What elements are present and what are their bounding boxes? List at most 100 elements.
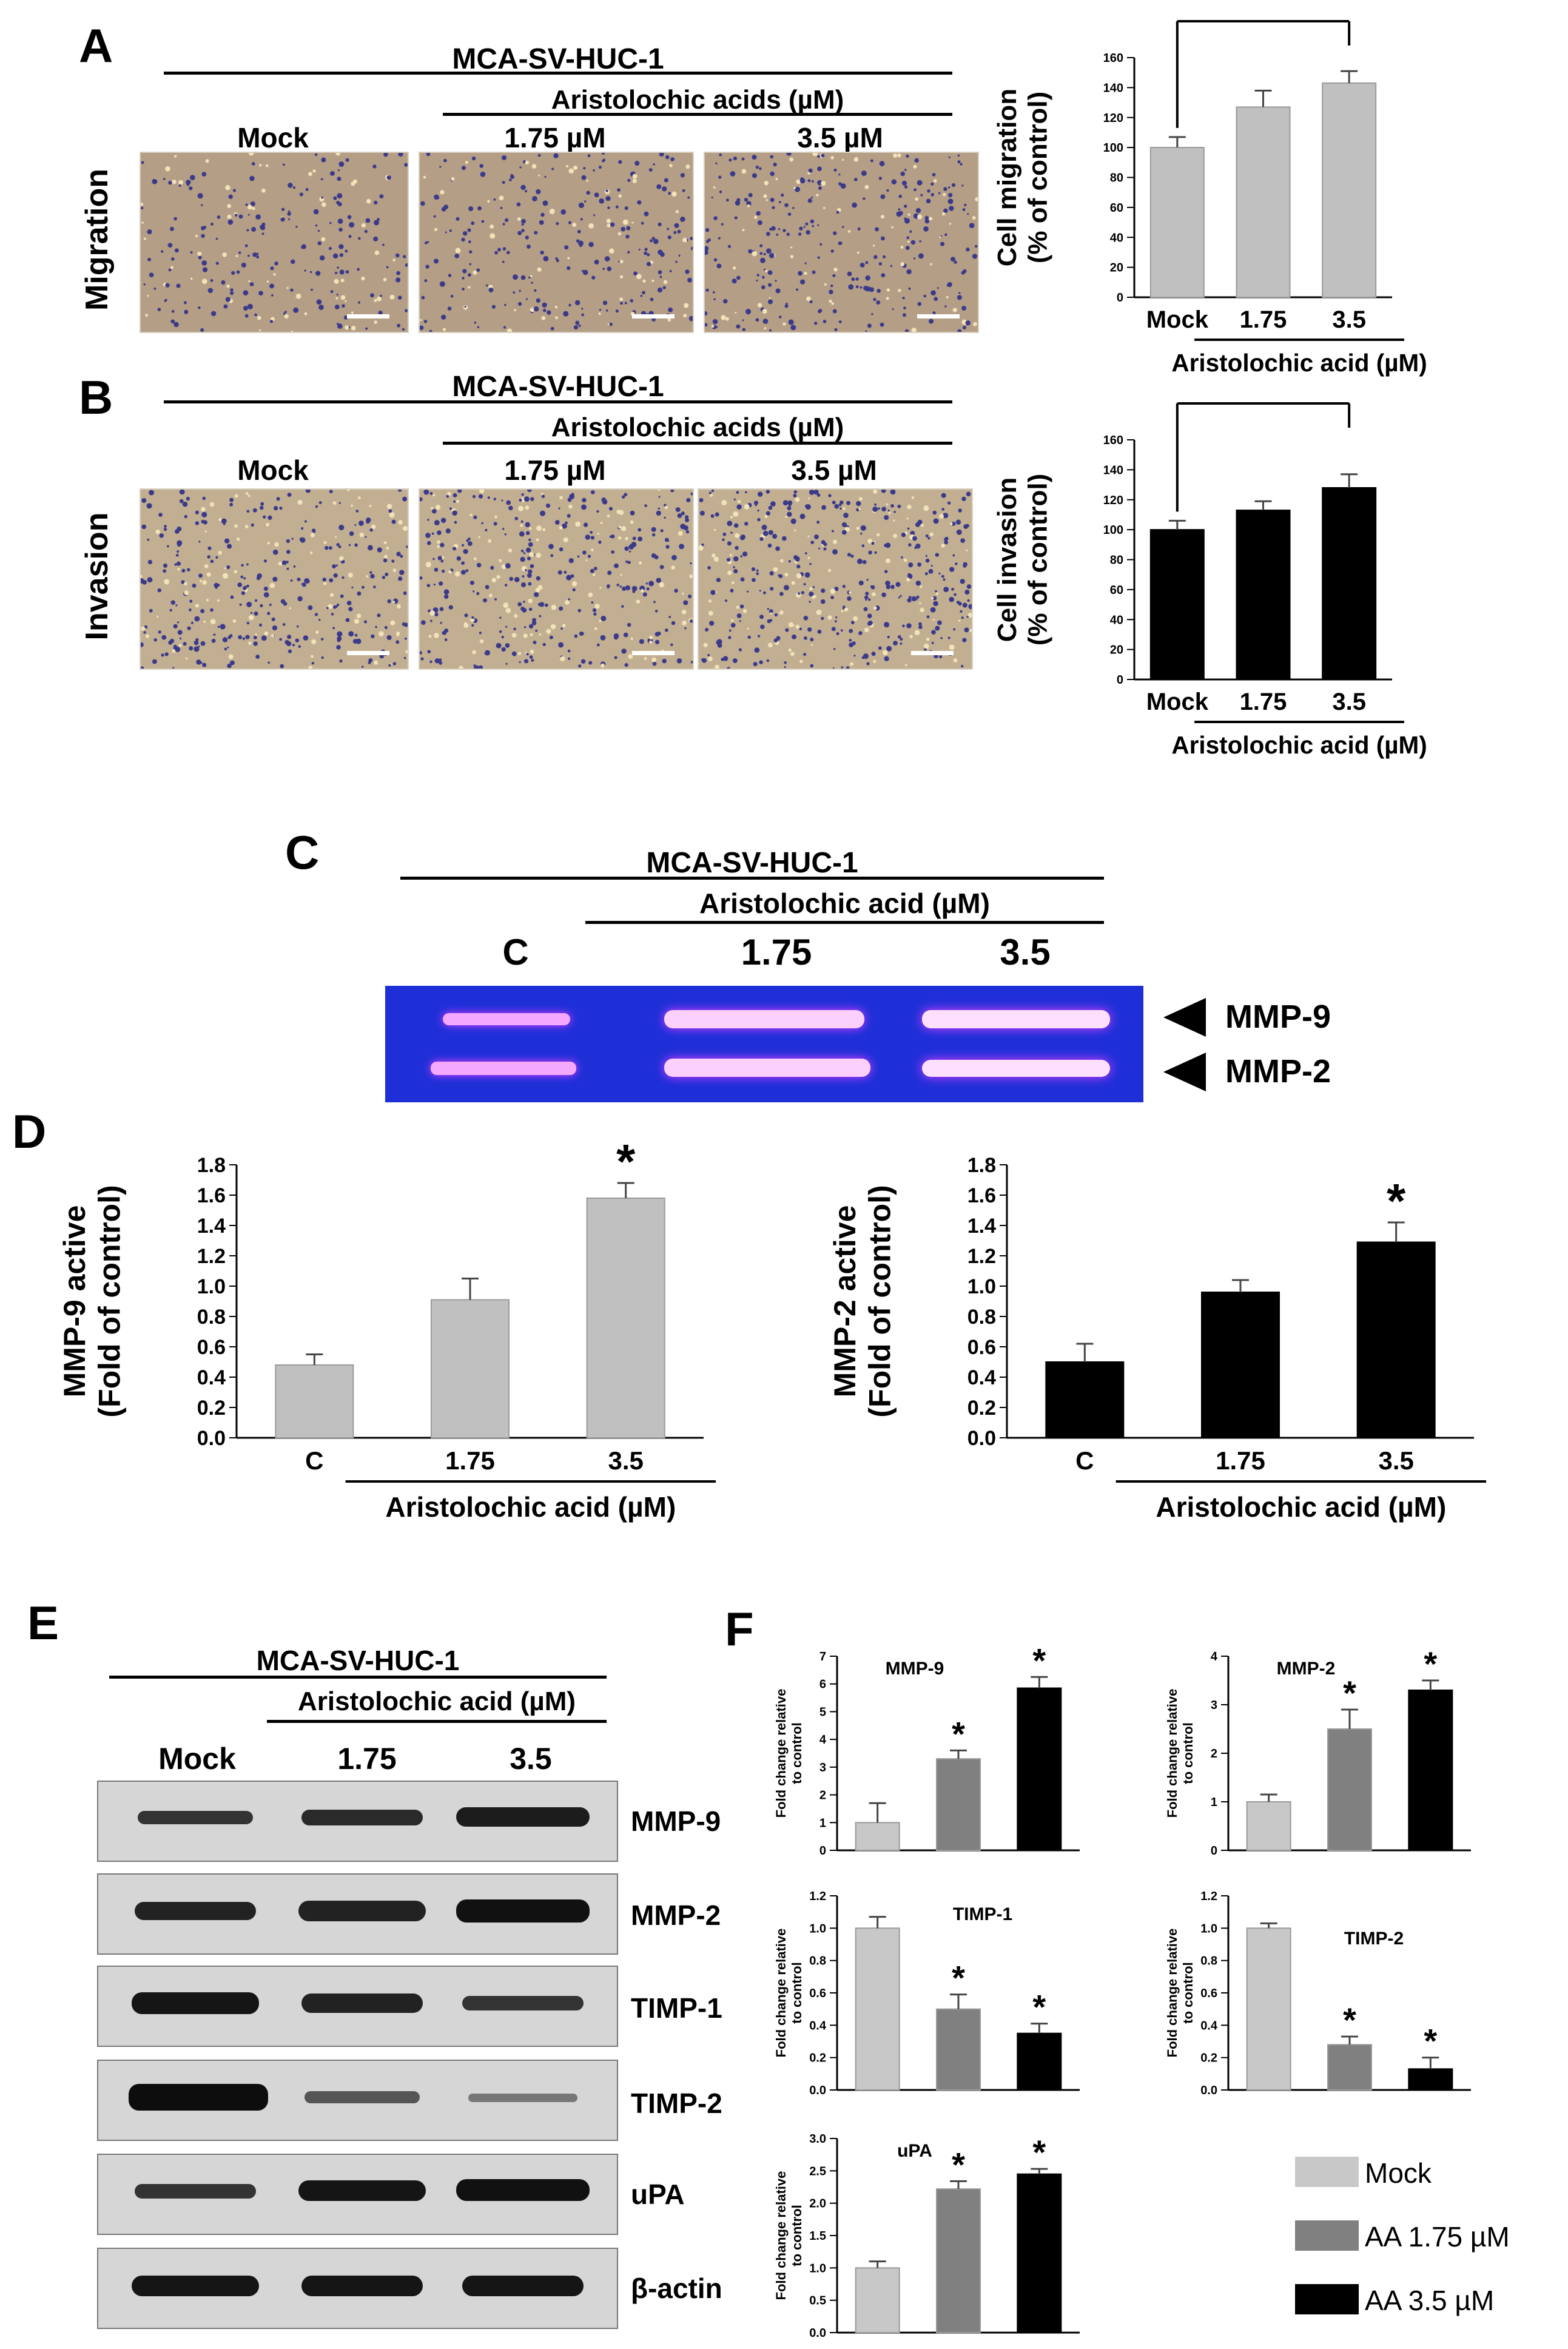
bar (855, 1927, 900, 2091)
bar (1017, 2032, 1062, 2091)
western-blot-timp1 (97, 1966, 618, 2047)
y-axis-label: Cell migration (992, 89, 1022, 266)
gel-band (443, 1013, 570, 1025)
blot-band (138, 1811, 253, 1824)
y-tick-label: 0 (1117, 673, 1123, 687)
blot-band (132, 2276, 259, 2296)
chart-title: MMP-9 (886, 1659, 944, 1679)
y-axis-label: to control (1180, 1962, 1196, 2023)
y-tick-label: 0.8 (197, 1306, 226, 1329)
blot-band (456, 1899, 590, 1923)
blot-band (298, 2180, 426, 2201)
y-tick-label: 0.5 (809, 2294, 826, 2308)
y-tick-label: 20 (1110, 644, 1123, 657)
gel-band (664, 1059, 870, 1077)
y-tick-label: 3 (819, 1761, 826, 1774)
gel-band (664, 1010, 864, 1028)
y-tick-label: 1.2 (967, 1245, 996, 1268)
legend-label-175: AA 1.75 µM (1365, 2221, 1510, 2253)
legend-swatch-mock (1295, 2157, 1359, 2187)
y-tick-label: 60 (1110, 584, 1123, 597)
y-tick-label: 40 (1110, 613, 1123, 627)
y-tick-label: 0 (1211, 1844, 1217, 1858)
chart-mmp2-activity: 0.0 0.2 0.4 0.6 0.8 1.0 1.2 1.4 1.6 1.8 C 1.75 * 3.5 A… (828, 1154, 1486, 1523)
panel-c-cellline-line (400, 877, 1104, 880)
blot-band (298, 1901, 426, 1921)
y-tick-label: 0.8 (809, 1955, 826, 1968)
significance-star: * (952, 2145, 965, 2183)
arrow-icon (1163, 998, 1206, 1037)
y-tick-label: 120 (1103, 112, 1123, 125)
western-blot-beta-actin (97, 2248, 618, 2329)
x-category-label: 3.5 (1332, 306, 1366, 333)
y-tick-label: 1.2 (809, 1890, 826, 1903)
panel-e-cellline-line (109, 1676, 607, 1679)
y-tick-label: 1.0 (809, 1922, 826, 1935)
chart-f-mmp9: 0 1 2 3 4 5 6 7 * * MMP-9 Fold change relative to co… (773, 1641, 1080, 1858)
blot-band (305, 2091, 420, 2103)
chart-f-timp1: 0.0 0.2 0.4 0.6 0.8 1.0 1.2 * * TIMP-1 Fold change… (773, 1890, 1080, 2097)
migration-micrograph-mock (140, 152, 409, 333)
panel-a-col-mock: Mock (237, 122, 309, 153)
x-category-label: 1.75 (445, 1446, 495, 1475)
y-axis-label: to control (789, 2205, 804, 2266)
bar (1045, 1361, 1125, 1438)
scale-bar (632, 314, 675, 318)
western-blot-timp2 (97, 2060, 618, 2141)
y-tick-label: 40 (1110, 231, 1123, 244)
gel-band (922, 1060, 1110, 1077)
panel-a-col-35: 3.5 µM (797, 122, 883, 153)
bar (936, 2188, 981, 2333)
bar (855, 1822, 900, 1851)
bar (1236, 106, 1291, 298)
x-axis-label: Aristolochic acid (µM) (1171, 731, 1427, 759)
gel-label-mmp9: MMP-9 (1225, 999, 1331, 1035)
panel-a-rowlabel: Migration (79, 169, 115, 311)
scale-bar (347, 651, 389, 655)
significance-star: * (1387, 1174, 1406, 1228)
x-category-label: 1.75 (1216, 1446, 1265, 1475)
chart-f-timp2: 0.0 0.2 0.4 0.6 0.8 1.0 1.2 * * TIMP-2 Fold change… (1165, 1890, 1471, 2097)
gel-label-mmp2: MMP-2 (1225, 1053, 1331, 1090)
y-tick-label: 1.2 (1200, 1890, 1217, 1903)
panel-e-col-mock: Mock (158, 1742, 236, 1776)
x-category-label: C (305, 1446, 323, 1475)
blot-label-upa: uPA (631, 2179, 685, 2210)
y-tick-label: 0.4 (967, 1366, 996, 1389)
blot-band (468, 2094, 577, 2102)
y-tick-label: 2 (1211, 1747, 1217, 1761)
bar (1017, 1687, 1062, 1851)
y-tick-label: 3 (1211, 1699, 1217, 1712)
bar (1246, 1927, 1291, 2091)
panel-e-label: E (27, 1596, 59, 1650)
x-category-label: C (1075, 1446, 1094, 1475)
chart-title: TIMP-1 (953, 1904, 1012, 1924)
y-tick-label: 5 (819, 1705, 826, 1719)
y-tick-label: 1.8 (197, 1154, 226, 1177)
panel-e-treatment-line (267, 1720, 607, 1723)
bar (1327, 1728, 1372, 1851)
y-tick-label: 0.6 (809, 1987, 826, 2000)
y-tick-label: 0.6 (197, 1336, 226, 1359)
y-axis-label: (Fold of control) (93, 1185, 127, 1417)
y-tick-label: 0.0 (809, 2327, 826, 2340)
bar (936, 2008, 981, 2091)
blot-band (456, 2179, 590, 2201)
y-tick-label: 0.0 (1200, 2084, 1217, 2097)
chart-mmp9-activity: 0.0 0.2 0.4 0.6 0.8 1.0 1.2 1.4 1.6 1.8 C 1.75 * 3.5 A… (58, 1141, 716, 1523)
bar (1322, 82, 1377, 298)
y-tick-label: 1.5 (809, 2229, 826, 2243)
panel-b-cellline-line (164, 400, 952, 403)
x-category-label: 3.5 (1332, 689, 1366, 715)
panel-c-treatment: Aristolochic acid (µM) (699, 888, 990, 919)
y-tick-label: 140 (1103, 81, 1123, 95)
y-axis-label: Fold change relative (1165, 1689, 1180, 1818)
y-tick-label: 0.2 (1200, 2052, 1217, 2065)
y-tick-label: 0.6 (1200, 1987, 1217, 2000)
y-tick-label: 0.0 (197, 1427, 226, 1450)
panel-a-treatment: Aristolochic acids (µM) (551, 85, 844, 115)
significance-star: * (1032, 1641, 1046, 1679)
y-tick-label: 140 (1103, 463, 1123, 477)
x-category-label: Mock (1146, 306, 1209, 333)
x-category-label: 3.5 (1378, 1446, 1413, 1475)
